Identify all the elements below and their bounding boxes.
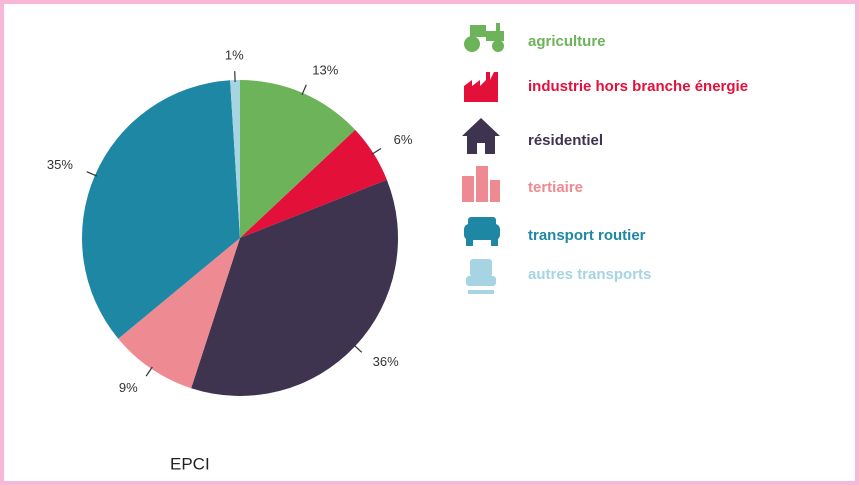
icon-boat	[466, 259, 496, 294]
icon-building	[462, 166, 500, 202]
label-tick	[86, 171, 98, 177]
pie-slice	[240, 129, 387, 238]
legend-label: tertiaire	[528, 179, 583, 196]
icon-tractor	[464, 23, 504, 52]
label-tick	[353, 344, 363, 353]
label-tick	[301, 84, 307, 96]
legend-icons	[462, 23, 504, 294]
icon-factory	[464, 72, 498, 102]
value-label: 36%	[373, 354, 399, 369]
icon-car	[464, 217, 500, 246]
pie-slice	[118, 238, 240, 389]
pie-slice	[230, 80, 240, 238]
value-label: 13%	[312, 62, 338, 77]
label-tick	[371, 148, 382, 155]
label-tick	[145, 366, 153, 377]
pie-slice	[191, 179, 399, 397]
pie-slice	[240, 80, 356, 238]
chart-title: EPCI	[170, 454, 210, 473]
legend-label: industrie hors branche énergie	[528, 78, 748, 95]
value-label: 6%	[394, 132, 413, 147]
value-label: 9%	[119, 380, 138, 395]
value-label: 35%	[47, 157, 73, 172]
legend-label: résidentiel	[528, 132, 603, 149]
pie-slice	[82, 80, 240, 339]
value-label: 1%	[225, 48, 244, 63]
legend-label: transport routier	[528, 227, 646, 244]
legend-label: autres transports	[528, 266, 651, 283]
icon-house	[462, 118, 500, 154]
legend-label: agriculture	[528, 33, 606, 50]
